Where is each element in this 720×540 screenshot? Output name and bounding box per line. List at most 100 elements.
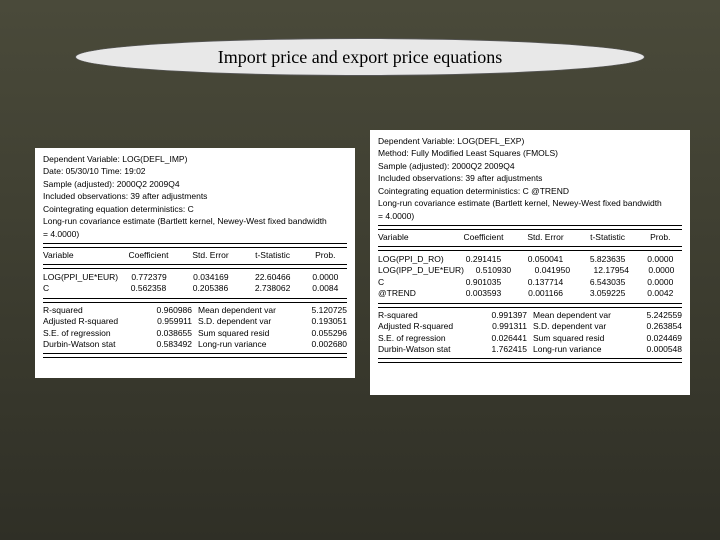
stat-label: Sum squared resid [198,328,291,339]
stat-label: Long-run variance [533,344,626,355]
stat-value: 0.991311 [471,321,533,332]
right-header-row: Variable Coefficient Std. Error t-Statis… [378,232,682,243]
meta-line: Included observations: 39 after adjustme… [378,173,682,184]
meta-line: Dependent Variable: LOG(DEFL_EXP) [378,136,682,147]
cell: 0.510930 [464,265,523,276]
col-header: Variable [378,232,452,243]
right-panel: Dependent Variable: LOG(DEFL_EXP) Method… [370,130,690,395]
page-title: Import price and export price equations [218,47,502,68]
stat-label: Mean dependent var [533,310,626,321]
col-header: Std. Error [180,250,242,261]
cell: 6.543035 [577,277,639,288]
stat-label: S.D. dependent var [533,321,626,332]
col-header: Coefficient [117,250,179,261]
meta-line: Long-run covariance estimate (Bartlett k… [43,216,347,227]
stat-row: Durbin-Watson stat 1.762415 Long-run var… [378,344,682,355]
col-header: Prob. [304,250,347,261]
stat-value: 0.002680 [291,339,347,350]
meta-line: Dependent Variable: LOG(DEFL_IMP) [43,154,347,165]
meta-line: = 4.0000) [378,211,682,222]
cell: C [43,283,117,294]
table-row: LOG(PPI_D_RO) 0.291415 0.050041 5.823635… [378,254,682,265]
left-meta: Dependent Variable: LOG(DEFL_IMP) Date: … [43,154,347,240]
stat-row: S.E. of regression 0.038655 Sum squared … [43,328,347,339]
stat-value: 0.263854 [626,321,682,332]
stat-row: R-squared 0.960986 Mean dependent var 5.… [43,305,347,316]
cell: 0.0000 [641,265,682,276]
stat-label: Durbin-Watson stat [43,339,136,350]
stat-label: R-squared [43,305,136,316]
stat-label: S.E. of regression [378,333,471,344]
cell: 0.0000 [639,254,682,265]
table-row: C 0.562358 0.205386 2.738062 0.0084 [43,283,347,294]
cell: 0.001166 [515,288,577,299]
col-header: t-Statistic [242,250,304,261]
table-row: @TREND 0.003593 0.001166 3.059225 0.0042 [378,288,682,299]
stat-value: 0.960986 [136,305,198,316]
table-row: LOG(PPI_UE*EUR) 0.772379 0.034169 22.604… [43,272,347,283]
meta-line: Date: 05/30/10 Time: 19:02 [43,166,347,177]
stat-row: S.E. of regression 0.026441 Sum squared … [378,333,682,344]
cell: 0.034169 [180,272,242,283]
col-header: t-Statistic [577,232,639,243]
cell: 0.003593 [452,288,514,299]
col-header: Prob. [639,232,682,243]
stat-label: Adjusted R-squared [43,316,136,327]
right-meta: Dependent Variable: LOG(DEFL_EXP) Method… [378,136,682,222]
cell: 0.901035 [452,277,514,288]
cell: 0.137714 [515,277,577,288]
left-panel: Dependent Variable: LOG(DEFL_IMP) Date: … [35,148,355,378]
cell: LOG(PPI_UE*EUR) [43,272,118,283]
cell: C [378,277,452,288]
col-header: Coefficient [452,232,514,243]
stat-value: 5.242559 [626,310,682,321]
stat-value: 0.026441 [471,333,533,344]
left-header-row: Variable Coefficient Std. Error t-Statis… [43,250,347,261]
table-row: C 0.901035 0.137714 6.543035 0.0000 [378,277,682,288]
meta-line: Sample (adjusted): 2000Q2 2009Q4 [43,179,347,190]
stat-label: S.E. of regression [43,328,136,339]
stat-row: Durbin-Watson stat 0.583492 Long-run var… [43,339,347,350]
stat-label: Sum squared resid [533,333,626,344]
stat-label: Mean dependent var [198,305,291,316]
cell: LOG(IPP_D_UE*EUR) [378,265,464,276]
meta-line: Cointegrating equation deterministics: C [43,204,347,215]
cell: 0.0000 [639,277,682,288]
stat-label: S.D. dependent var [198,316,291,327]
stat-value: 0.055296 [291,328,347,339]
stat-value: 0.193051 [291,316,347,327]
title-ellipse: Import price and export price equations [75,38,645,76]
stat-row: R-squared 0.991397 Mean dependent var 5.… [378,310,682,321]
cell: 0.205386 [180,283,242,294]
stat-value: 0.000548 [626,344,682,355]
cell: @TREND [378,288,452,299]
meta-line: Long-run covariance estimate (Bartlett k… [378,198,682,209]
cell: 3.059225 [577,288,639,299]
meta-line: Sample (adjusted): 2000Q2 2009Q4 [378,161,682,172]
stat-label: Long-run variance [198,339,291,350]
cell: 0.562358 [117,283,179,294]
col-header: Variable [43,250,117,261]
meta-line: Cointegrating equation deterministics: C… [378,186,682,197]
stat-value: 0.959911 [136,316,198,327]
stat-label: Adjusted R-squared [378,321,471,332]
meta-line: Method: Fully Modified Least Squares (FM… [378,148,682,159]
stat-value: 0.991397 [471,310,533,321]
table-row: LOG(IPP_D_UE*EUR) 0.510930 0.041950 12.1… [378,265,682,276]
stat-value: 1.762415 [471,344,533,355]
col-header: Std. Error [515,232,577,243]
stat-label: Durbin-Watson stat [378,344,471,355]
cell: 2.738062 [242,283,304,294]
cell: 0.772379 [118,272,180,283]
stat-label: R-squared [378,310,471,321]
cell: 0.0000 [304,272,347,283]
cell: 22.60466 [242,272,304,283]
stat-value: 0.583492 [136,339,198,350]
meta-line: = 4.0000) [43,229,347,240]
stat-value: 0.024469 [626,333,682,344]
cell: 12.17954 [582,265,641,276]
stat-value: 5.120725 [291,305,347,316]
cell: 0.0084 [304,283,347,294]
stat-value: 0.038655 [136,328,198,339]
stat-row: Adjusted R-squared 0.959911 S.D. depende… [43,316,347,327]
